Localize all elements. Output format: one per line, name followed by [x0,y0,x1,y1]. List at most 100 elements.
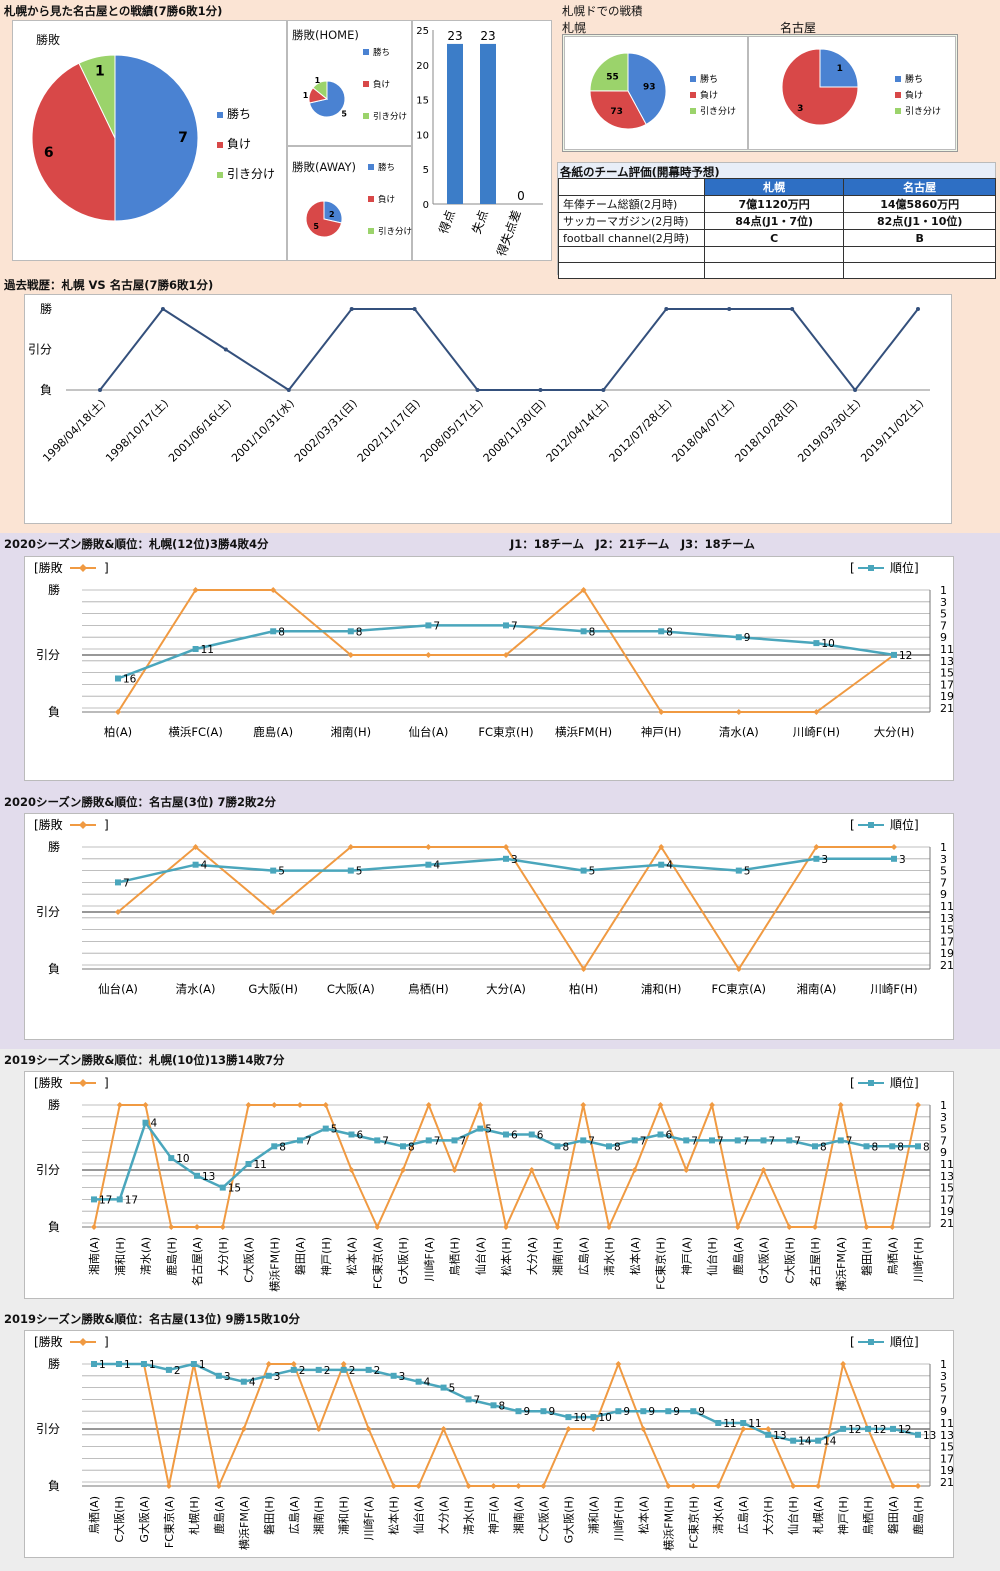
dome-nagoya-pie-slice [819,48,859,88]
result-point [465,1483,472,1489]
rank-tick: 7 [940,876,947,889]
rank-tick: 17 [940,1193,954,1206]
rank-label: 12 [848,1424,861,1436]
result-point [115,709,121,715]
result-point [631,1167,638,1173]
rank-legend-marker [868,822,874,828]
rank-label: 2 [174,1365,181,1377]
result-line [93,1101,919,1231]
away-pie-legend-marker [368,196,374,202]
opponent-label: 松本(A) [628,1237,642,1275]
result-point [715,1483,722,1489]
rank-label: 4 [424,1377,431,1389]
opponent-label: 湘南(A) [87,1237,101,1275]
opponent-label: 浦和(H) [641,982,682,996]
opponent-label: 鹿島(H) [164,1237,178,1276]
eval-cell: サッカーマガジン(2月時) [558,212,705,230]
rank-point [615,1408,622,1415]
result-point [115,909,121,915]
result-point [503,1224,509,1230]
history-date: 2001/10/31(水) [229,397,297,465]
home-pie-title: 勝敗(HOME) [292,28,359,42]
result-point [490,1483,497,1489]
main-pie-legend-label: 引き分け [227,167,275,181]
result-point [657,1102,664,1108]
opponent-label: 横浜FM(H) [661,1496,675,1551]
league-note: J1：18チーム J2：21チーム J3：18チーム [510,537,755,551]
result-ylabel: 勝 [48,1356,60,1371]
result-point [265,1361,272,1367]
rank-tick: 7 [940,619,947,632]
opponent-label: 仙台(H) [705,1237,719,1276]
result-point [915,1102,921,1108]
eval-row: サッカーマガジン(2月時) 84点(J1・7位) 82点(J1・10位) [558,212,996,230]
rank-point [194,1172,200,1179]
eval-cell [843,262,996,279]
rank-label: 10 [598,1412,611,1424]
chart3-panel [24,1071,954,1299]
rank-point [840,1425,847,1432]
result-point [91,1224,97,1230]
dome-title: 札幌ドでの戦積 [562,4,643,18]
rank-label: 17 [99,1194,112,1206]
rank-point [606,1143,612,1150]
rank-tick: 9 [940,888,947,901]
rank-point [580,1137,587,1144]
result-ylabel: 引分 [36,1422,60,1436]
rank-point [322,1125,329,1132]
result-point [192,844,199,850]
rank-label: 8 [923,1141,930,1153]
away-pie-slice [305,200,343,238]
result-point [735,966,742,972]
eval-cell: football channel(2月時) [558,229,705,247]
result-legend-marker [79,564,87,572]
result-point [503,844,509,850]
main-pie-legend-marker [217,142,223,148]
opponent-label: 清水(A) [719,725,759,739]
result-line [94,1360,918,1490]
rank-point [590,1414,597,1421]
opponent-label: 川崎F(H) [911,1237,925,1282]
rank-legend-marker [868,565,874,571]
eval-title: 各紙のチーム評価(開幕時予想) [560,165,720,179]
history-title: 過去戦歴：札幌 VS 名古屋(7勝6敗1分) [4,278,214,292]
opponent-label: 仙台(H) [786,1496,800,1535]
home-pie-legend-marker [363,49,369,55]
bar-category: 得点 [436,208,458,236]
rank-label: 6 [357,1130,364,1142]
rank-point [865,1425,872,1432]
main-pie-label: 7 [178,130,188,146]
opponent-label: 浦和(A) [587,1496,600,1534]
rank-label: 9 [744,632,751,644]
rank-legend-open: [ [850,818,855,832]
rank-label: 5 [331,1124,338,1136]
result-point [740,1426,747,1432]
rank-label: 7 [769,1135,776,1147]
rank-tick: 19 [940,1464,954,1477]
rank-label: 8 [499,1400,506,1412]
history-point [98,388,102,392]
rank-point [315,1366,322,1373]
rank-point [786,1137,793,1144]
rank-tick: 11 [940,1158,954,1171]
rank-point [400,1143,406,1150]
result-point [665,1483,672,1489]
rank-point [715,1420,722,1426]
rank-label: 7 [743,1135,750,1147]
opponent-label: 湘南(H) [551,1237,565,1276]
opponent-label: 鳥栖(A) [87,1496,101,1534]
rank-point [540,1408,547,1415]
rank-label: 12 [898,1424,911,1436]
rank-label: 6 [511,1130,518,1142]
opponent-label: 札幌(A) [811,1496,825,1534]
away-pie-legend-label: 引き分け [378,227,412,237]
rank-point [640,1408,647,1415]
opponent-label: 川崎F(A) [362,1496,376,1540]
rank-label: 6 [666,1130,673,1142]
opponent-label: G大阪(H) [248,982,298,996]
opponent-label: 鹿島(A) [731,1237,745,1275]
rank-tick: 5 [940,1382,947,1395]
result-ylabel: 負 [48,962,60,976]
rank-point [863,1143,870,1150]
